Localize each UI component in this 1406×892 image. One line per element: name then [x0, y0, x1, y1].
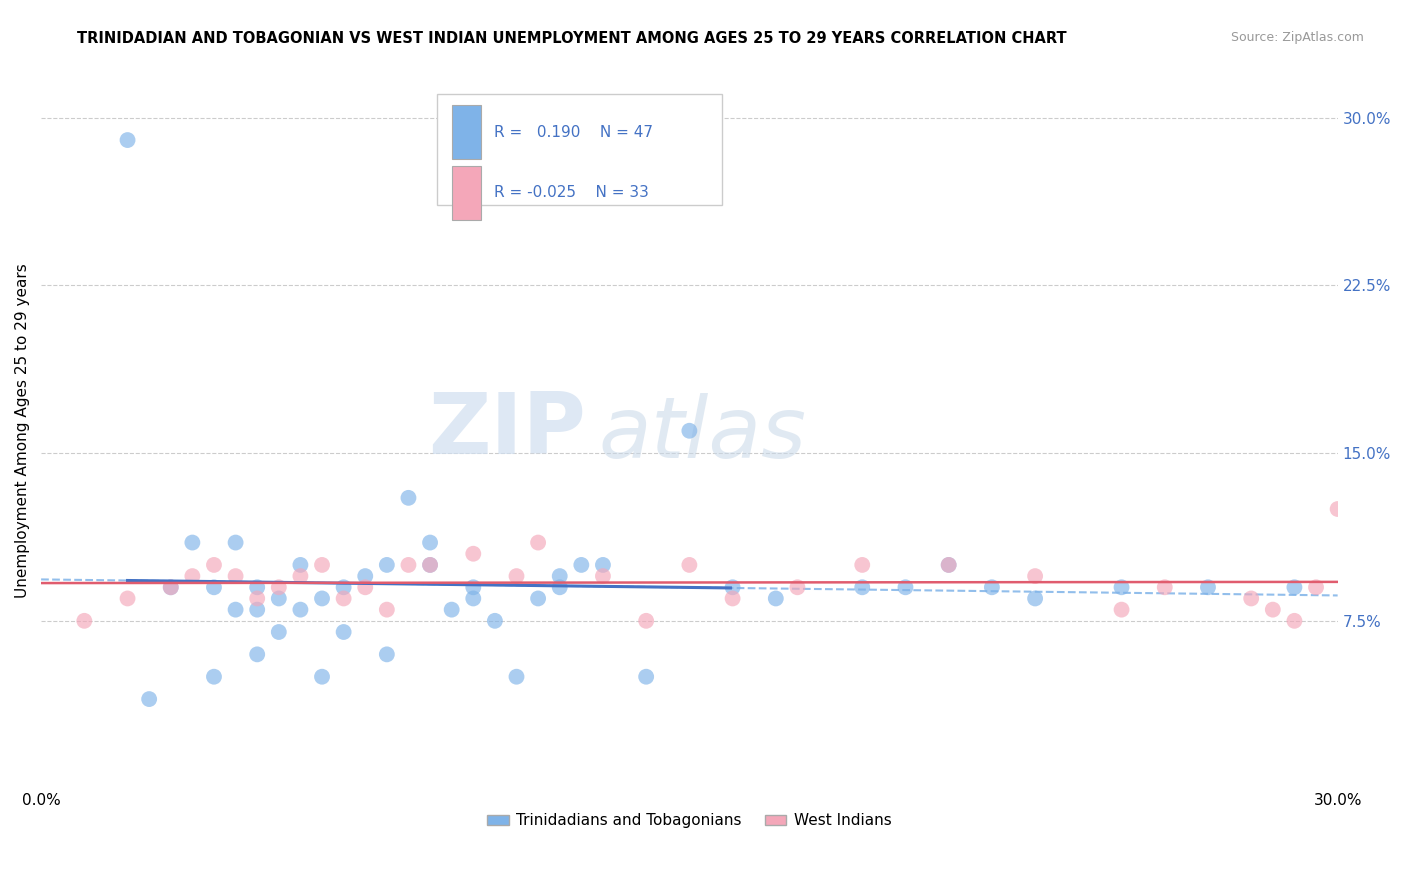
- Point: [246, 648, 269, 662]
- Point: [1305, 580, 1327, 594]
- Point: [765, 591, 787, 606]
- Point: [138, 692, 160, 706]
- Point: [463, 547, 485, 561]
- Text: ZIP: ZIP: [427, 389, 586, 472]
- Point: [1240, 591, 1263, 606]
- Point: [636, 670, 658, 684]
- Point: [1153, 580, 1175, 594]
- Point: [419, 535, 441, 549]
- Point: [290, 602, 312, 616]
- Point: [267, 591, 290, 606]
- Bar: [453, 166, 481, 219]
- Point: [375, 602, 398, 616]
- Point: [1024, 569, 1046, 583]
- Point: [375, 558, 398, 572]
- Point: [440, 602, 463, 616]
- Point: [592, 558, 614, 572]
- Point: [202, 580, 225, 594]
- Point: [938, 558, 960, 572]
- Text: R = -0.025    N = 33: R = -0.025 N = 33: [494, 186, 648, 201]
- Point: [721, 591, 744, 606]
- Point: [267, 580, 290, 594]
- Text: R =   0.190    N = 47: R = 0.190 N = 47: [494, 125, 652, 139]
- Point: [159, 580, 181, 594]
- Point: [311, 558, 333, 572]
- Point: [463, 591, 485, 606]
- Point: [678, 558, 700, 572]
- Point: [484, 614, 506, 628]
- Point: [1326, 502, 1348, 516]
- Legend: Trinidadians and Tobagonians, West Indians: Trinidadians and Tobagonians, West India…: [481, 807, 897, 835]
- Point: [354, 569, 377, 583]
- Point: [1111, 602, 1133, 616]
- Point: [569, 558, 592, 572]
- Point: [938, 558, 960, 572]
- Point: [505, 569, 527, 583]
- Point: [117, 133, 139, 147]
- Point: [786, 580, 808, 594]
- Point: [419, 558, 441, 572]
- Point: [290, 558, 312, 572]
- Text: atlas: atlas: [599, 392, 807, 475]
- Y-axis label: Unemployment Among Ages 25 to 29 years: Unemployment Among Ages 25 to 29 years: [15, 263, 30, 599]
- Point: [246, 580, 269, 594]
- Point: [311, 591, 333, 606]
- Point: [980, 580, 1002, 594]
- Point: [225, 569, 247, 583]
- Point: [202, 670, 225, 684]
- Point: [332, 580, 354, 594]
- Point: [894, 580, 917, 594]
- Point: [290, 569, 312, 583]
- Point: [225, 602, 247, 616]
- Point: [527, 591, 550, 606]
- Point: [1284, 614, 1306, 628]
- Point: [548, 580, 571, 594]
- Point: [354, 580, 377, 594]
- Point: [1261, 602, 1284, 616]
- Point: [332, 591, 354, 606]
- Point: [1284, 580, 1306, 594]
- Point: [851, 580, 873, 594]
- Point: [851, 558, 873, 572]
- Point: [463, 580, 485, 594]
- Point: [332, 625, 354, 640]
- Point: [246, 591, 269, 606]
- Point: [527, 535, 550, 549]
- Point: [398, 491, 420, 505]
- Point: [398, 558, 420, 572]
- Point: [117, 591, 139, 606]
- Text: TRINIDADIAN AND TOBAGONIAN VS WEST INDIAN UNEMPLOYMENT AMONG AGES 25 TO 29 YEARS: TRINIDADIAN AND TOBAGONIAN VS WEST INDIA…: [77, 31, 1067, 46]
- Point: [548, 569, 571, 583]
- Point: [636, 614, 658, 628]
- Point: [181, 535, 204, 549]
- Point: [202, 558, 225, 572]
- Point: [419, 558, 441, 572]
- Point: [1024, 591, 1046, 606]
- Point: [267, 625, 290, 640]
- Point: [159, 580, 181, 594]
- Point: [721, 580, 744, 594]
- Point: [311, 670, 333, 684]
- Point: [592, 569, 614, 583]
- Point: [1111, 580, 1133, 594]
- Point: [505, 670, 527, 684]
- Bar: [453, 105, 481, 159]
- Point: [246, 602, 269, 616]
- Point: [73, 614, 96, 628]
- Point: [375, 648, 398, 662]
- Point: [1197, 580, 1219, 594]
- Point: [181, 569, 204, 583]
- Text: Source: ZipAtlas.com: Source: ZipAtlas.com: [1230, 31, 1364, 45]
- Point: [225, 535, 247, 549]
- Point: [678, 424, 700, 438]
- FancyBboxPatch shape: [436, 95, 721, 205]
